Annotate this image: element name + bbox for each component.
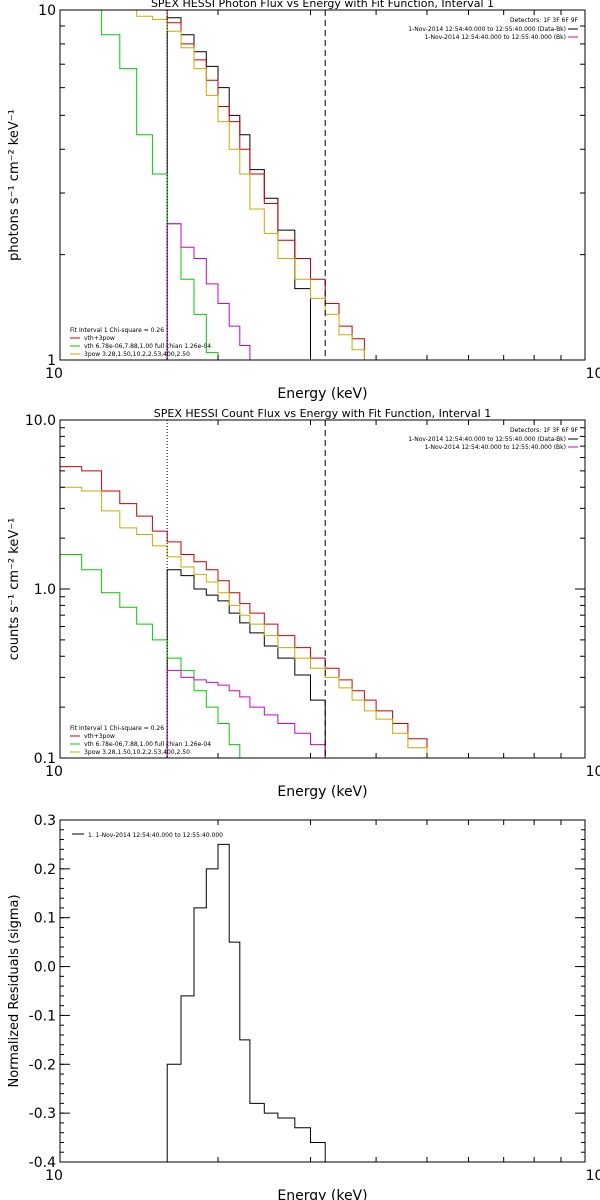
y-tick-label: -0.1 (29, 1008, 56, 1024)
legend-entry-label: 1-Nov-2014 12:54:40.000 to 12:55:40.000 … (424, 444, 566, 451)
series-line-3 (60, 10, 365, 360)
y-tick-label: 0.1 (34, 911, 56, 927)
chart-title: SPEX HESSI Photon Flux vs Energy with Fi… (151, 0, 494, 10)
fit-legend-label: vth+3pow (84, 335, 115, 342)
x-tick-label: 100 (586, 1168, 600, 1184)
series-line-3 (60, 486, 428, 758)
legend-header: Detectors: 1F 3F 6F 9F (510, 427, 579, 434)
residual-legend-label: 1. 1-Nov-2014 12:54:40.000 to 12:55:40.0… (88, 832, 223, 839)
chart-panel-2: SPEX HESSI Count Flux vs Energy with Fit… (7, 407, 600, 800)
y-tick-label: 0.0 (34, 960, 56, 976)
x-axis-label: Energy (keV) (277, 784, 367, 800)
series-line-2 (60, 466, 428, 758)
series-group (166, 843, 326, 1162)
y-tick-label: 1 (47, 353, 56, 369)
fit-legend-label: 3pow 3.28,1.50,10.2,2.53,400,2.50 (84, 351, 190, 358)
series-line-5 (166, 669, 326, 758)
y-axis-label: Normalized Residuals (sigma) (7, 894, 22, 1087)
y-tick-label: 0.3 (34, 813, 56, 829)
y-axis-label: counts s⁻¹ cm⁻² keV⁻¹ (7, 518, 22, 661)
chart-title: SPEX HESSI Count Flux vs Energy with Fit… (154, 407, 491, 420)
chart-panel-1: SPEX HESSI Photon Flux vs Energy with Fi… (7, 0, 600, 402)
axes-frame (59, 9, 586, 361)
y-tick-label: 1.0 (34, 582, 56, 598)
y-tick-label: 0.1 (34, 751, 56, 767)
x-tick-label: 10 (45, 764, 63, 780)
y-tick-label: 10.0 (25, 413, 56, 429)
chart-panel-3: 10 100 Energy (keV) -0.4 -0.3 -0.2 -0.1 0.0 0.1 0… (7, 813, 600, 1200)
x-tick-label: 100 (586, 764, 600, 780)
fit-legend-header: Fit Interval 1 Chi-square = 0.26 (70, 725, 164, 732)
legend-entry-label: 1-Nov-2014 12:54:40.000 to 12:55:40.000 … (424, 34, 566, 41)
legend-entry-label: 1-Nov-2014 12:54:40.000 to 12:55:40.000 … (408, 26, 566, 33)
x-axis-label: Energy (keV) (277, 386, 367, 402)
y-tick-label: -0.4 (29, 1155, 56, 1171)
series-line-1 (166, 569, 326, 758)
series-line-1 (166, 843, 326, 1162)
y-tick-label: -0.2 (29, 1057, 56, 1073)
y-tick-label: 0.2 (34, 862, 56, 878)
legend-entry-label: 1-Nov-2014 12:54:40.000 to 12:55:40.000 … (408, 436, 566, 443)
fit-legend-label: 3pow 3.28,1.50,10.2,2.53,400,2.50 (84, 749, 190, 756)
axes-frame (59, 819, 586, 1163)
fit-legend-label: vth+3pow (84, 733, 115, 740)
fit-legend-label: vth 6.78e-06,7.88,1.00 full chian 1.26e-… (84, 741, 211, 748)
x-tick-label: 10 (45, 366, 63, 382)
fit-legend-header: Fit Interval 1 Chi-square = 0.26 (70, 327, 164, 334)
series-line-5 (166, 223, 265, 360)
fit-legend-label: vth 6.78e-06,7.88,1.00 full chian 1.26e-… (84, 343, 211, 350)
series-line-2 (60, 10, 365, 360)
y-axis-label: photons s⁻¹ cm⁻² keV⁻¹ (7, 109, 22, 261)
series-group (60, 10, 365, 360)
x-tick-label: 10 (45, 1168, 63, 1184)
x-tick-label: 100 (586, 366, 600, 382)
y-tick-label: -0.3 (29, 1106, 56, 1122)
series-line-4 (60, 10, 219, 360)
y-tick-label: 10 (38, 3, 56, 19)
legend-header: Detectors: 1F 3F 6F 9F (510, 17, 579, 24)
x-axis-label: Energy (keV) (277, 1188, 367, 1200)
